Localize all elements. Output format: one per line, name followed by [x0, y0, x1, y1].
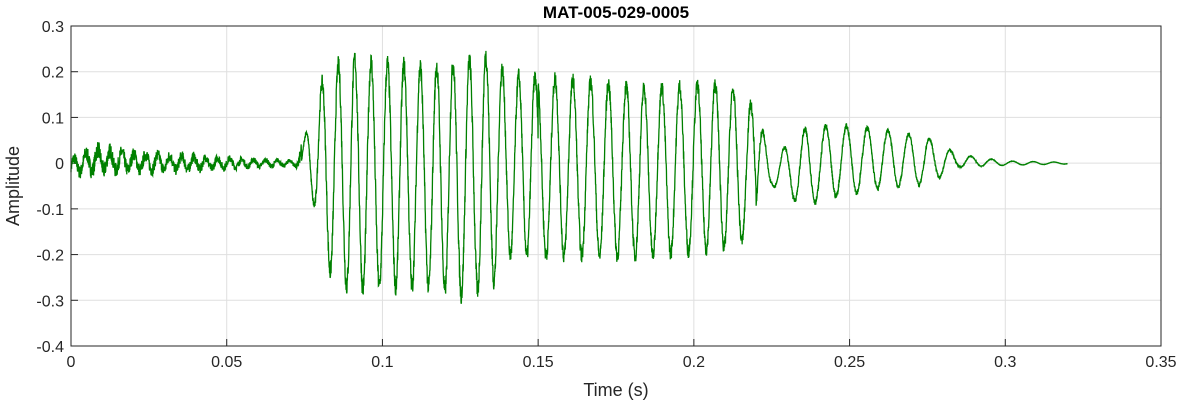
x-tick-label: 0.2 [683, 354, 705, 371]
x-axis-ticks: 0 0.05 0.1 0.15 0.2 0.25 0.3 0.35 [67, 339, 1177, 371]
y-tick-label: 0.1 [42, 110, 64, 127]
plot-border [70, 25, 1162, 347]
x-tick-label: 0.05 [211, 354, 242, 371]
y-axis-ticks: -0.4 -0.3 -0.2 -0.1 0 0.1 0.2 0.3 [36, 19, 78, 356]
y-tick-label: -0.3 [36, 293, 64, 310]
y-tick-label: -0.1 [36, 202, 64, 219]
y-axis-label: Amplitude [3, 146, 23, 226]
plot-area [71, 26, 1161, 346]
y-tick-label: 0.2 [42, 65, 64, 82]
x-tick-label: 0.35 [1145, 354, 1176, 371]
x-tick-label: 0.1 [371, 354, 393, 371]
series-line [70, 50, 1068, 304]
x-tick-label: 0.15 [523, 354, 554, 371]
x-axis-label: Time (s) [583, 380, 648, 400]
y-tick-label: -0.4 [36, 339, 64, 356]
y-tick-label: 0 [55, 156, 64, 173]
y-tick-label: -0.2 [36, 248, 64, 265]
x-tick-label: 0.3 [994, 354, 1016, 371]
y-tick-label: 0.3 [42, 19, 64, 36]
chart-title: MAT-005-029-0005 [543, 3, 689, 22]
x-tick-label: 0.25 [834, 354, 865, 371]
x-tick-label: 0 [67, 354, 76, 371]
